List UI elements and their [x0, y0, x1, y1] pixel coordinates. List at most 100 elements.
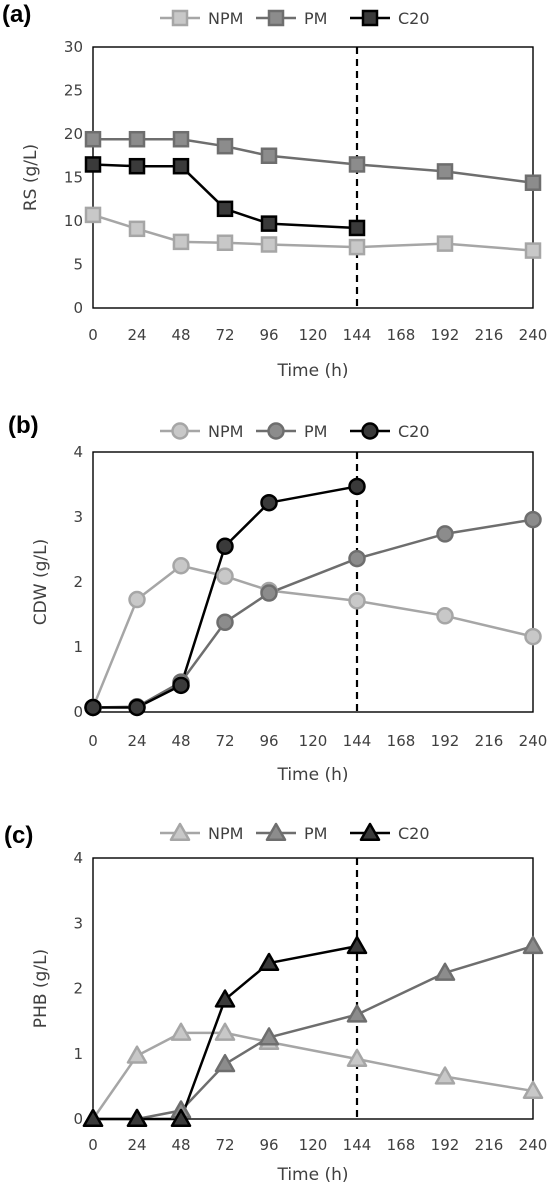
data-point-npm [348, 592, 366, 610]
data-point-c20 [216, 200, 234, 218]
x-tick-label: 48 [171, 326, 190, 344]
data-point-c20 [84, 156, 102, 173]
legend-label-npm: NPM [208, 422, 243, 441]
data-point-npm [346, 1048, 368, 1067]
data-point-c20 [260, 215, 278, 232]
data-point-pm [434, 962, 456, 981]
data-point-npm [126, 1045, 148, 1064]
x-tick-label: 96 [259, 732, 278, 750]
legend-marker-c20 [361, 422, 379, 440]
x-tick-label: 72 [215, 732, 234, 750]
y-tick-label: 10 [64, 212, 83, 230]
data-point-pm [524, 510, 542, 529]
legend: NPM PM C20 [160, 9, 430, 28]
data-point-pm [348, 549, 366, 568]
data-point-c20 [348, 477, 366, 496]
y-tick-label: 1 [73, 638, 83, 656]
data-point-c20 [214, 989, 236, 1008]
x-tick-label: 72 [215, 1136, 234, 1154]
data-point-npm [260, 236, 278, 253]
data-point-npm [524, 242, 542, 259]
plot-area-frame [92, 451, 534, 713]
y-tick-label: 25 [64, 82, 83, 100]
series-line-npm [91, 1031, 534, 1120]
legend-label-pm: PM [304, 824, 327, 843]
y-tick-label: 30 [64, 38, 83, 56]
data-point-npm [128, 220, 146, 238]
x-tick-label: 120 [299, 1136, 328, 1154]
data-point-pm [260, 584, 278, 602]
data-point-pm [346, 1004, 368, 1023]
data-point-c20 [216, 537, 234, 555]
y-tick-label: 3 [73, 914, 83, 932]
x-tick-label: 24 [127, 326, 146, 344]
data-point-pm [258, 1027, 280, 1046]
plot-area-frame [92, 857, 534, 1120]
x-tick-label: 168 [387, 1136, 416, 1154]
series-line-pm [93, 944, 534, 1121]
x-tick-label: 144 [343, 732, 372, 750]
data-point-c20 [172, 676, 190, 695]
data-point-npm [172, 233, 190, 251]
x-tick-label: 120 [299, 732, 328, 750]
y-tick-label: 2 [73, 980, 83, 998]
data-point-npm [216, 234, 234, 251]
y-tick-label: 4 [73, 443, 83, 461]
data-point-pm [436, 525, 454, 543]
legend-marker-npm [171, 9, 189, 27]
x-tick-label: 192 [431, 326, 460, 344]
data-point-pm [84, 130, 102, 148]
x-tick-label: 240 [519, 1136, 548, 1154]
data-point-c20 [172, 157, 190, 175]
x-tick-label: 168 [387, 732, 416, 750]
y-tick-label: 3 [73, 508, 83, 526]
data-point-npm [216, 567, 234, 585]
x-axis-title: Time (h) [276, 1165, 348, 1185]
y-tick-label: 4 [73, 849, 83, 867]
x-tick-label: 24 [127, 1136, 146, 1154]
y-tick-label: 15 [64, 169, 83, 187]
plot-area-frame [92, 46, 534, 309]
x-tick-label: 72 [215, 326, 234, 344]
x-tick-label: 0 [88, 326, 98, 344]
y-tick-label: 5 [73, 256, 83, 274]
x-tick-label: 48 [171, 732, 190, 750]
legend-label-c20: C20 [398, 422, 430, 441]
data-point-pm [214, 1053, 236, 1073]
x-tick-label: 0 [88, 1136, 98, 1154]
data-point-npm [172, 557, 190, 575]
series-line-pm [92, 518, 534, 709]
x-tick-label: 48 [171, 1136, 190, 1154]
series-line-npm [91, 564, 534, 708]
legend-marker-npm [169, 822, 191, 841]
data-point-c20 [170, 1108, 192, 1127]
x-tick-label: 168 [387, 326, 416, 344]
panel-label: (c) [4, 822, 33, 849]
legend-label-npm: NPM [208, 824, 243, 843]
data-point-pm [216, 613, 234, 632]
x-axis-title: Time (h) [276, 361, 348, 381]
data-point-npm [524, 627, 542, 646]
series-line-c20 [93, 944, 358, 1121]
legend-marker-pm [267, 9, 285, 27]
data-point-npm [84, 206, 102, 224]
x-axis-title: Time (h) [276, 765, 348, 785]
data-point-npm [436, 607, 454, 625]
chart-panel-3: (c) 0 1 2 3 4 0 24 48 72 96 120 144 168 192 216 240 Time … [4, 822, 547, 1185]
x-tick-label: 216 [475, 1136, 504, 1154]
data-point-npm [128, 590, 146, 609]
data-point-npm [348, 238, 366, 256]
legend-label-c20: C20 [398, 9, 430, 28]
data-point-pm [436, 163, 454, 180]
data-point-pm [172, 130, 190, 148]
series-line-npm [92, 213, 534, 252]
panel-label: (a) [2, 1, 31, 28]
x-tick-label: 216 [475, 326, 504, 344]
panel-label: (b) [8, 412, 39, 439]
y-tick-label: 20 [64, 125, 83, 143]
y-axis-title: RS (g/L) [21, 144, 41, 211]
data-point-npm [214, 1022, 236, 1041]
y-axis-title: CDW (g/L) [31, 539, 51, 625]
data-point-npm [436, 235, 454, 252]
legend-marker-pm [267, 422, 285, 440]
